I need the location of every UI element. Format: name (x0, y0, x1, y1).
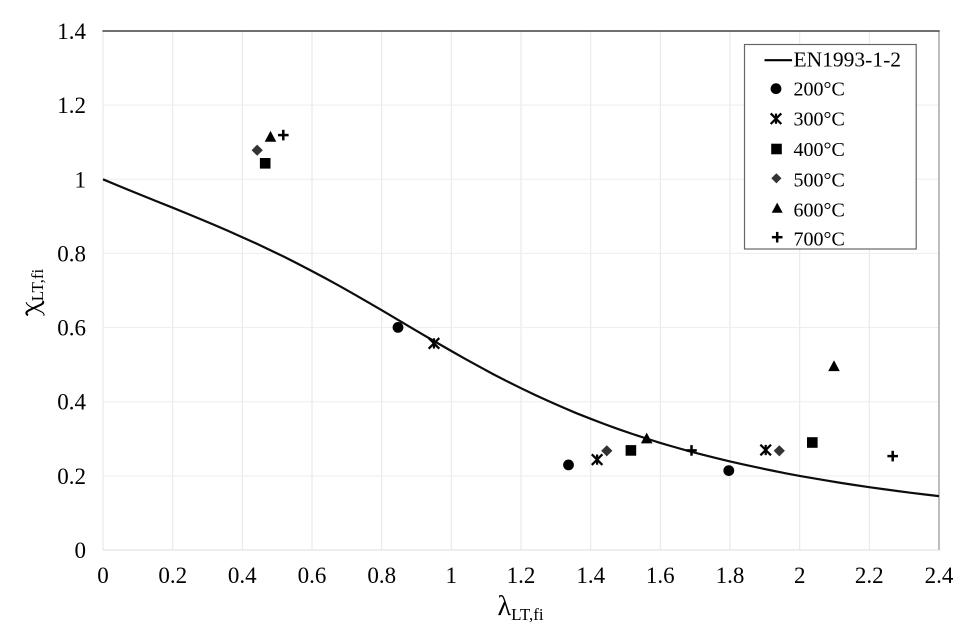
svg-text:300°C: 300°C (794, 109, 845, 131)
svg-text:600°C: 600°C (794, 200, 845, 222)
svg-text:1: 1 (446, 563, 458, 588)
svg-text:200°C: 200°C (794, 79, 845, 101)
svg-text:2.4: 2.4 (925, 563, 954, 588)
svg-text:1.4: 1.4 (576, 563, 605, 588)
svg-text:0.2: 0.2 (57, 464, 86, 489)
svg-text:0.2: 0.2 (158, 563, 187, 588)
svg-text:0.8: 0.8 (367, 563, 396, 588)
svg-text:700°C: 700°C (794, 228, 845, 250)
svg-text:0: 0 (97, 563, 109, 588)
svg-text:400°C: 400°C (794, 139, 845, 161)
svg-text:1.2: 1.2 (57, 93, 86, 118)
svg-text:1.4: 1.4 (57, 19, 86, 44)
svg-text:2.2: 2.2 (855, 563, 884, 588)
svg-text:0.6: 0.6 (298, 563, 327, 588)
svg-text:1.2: 1.2 (507, 563, 536, 588)
svg-text:2: 2 (794, 563, 806, 588)
svg-text:0: 0 (75, 538, 87, 563)
svg-text:EN1993-1-2: EN1993-1-2 (794, 47, 901, 71)
svg-text:0.6: 0.6 (57, 316, 86, 341)
svg-text:1: 1 (75, 167, 87, 192)
svg-text:0.4: 0.4 (57, 390, 86, 415)
svg-text:500°C: 500°C (794, 169, 845, 191)
svg-text:1.6: 1.6 (646, 563, 675, 588)
svg-text:LT,fi: LT,fi (28, 268, 47, 301)
svg-text:1.8: 1.8 (716, 563, 745, 588)
svg-text:0.4: 0.4 (228, 563, 257, 588)
svg-text:λLT,fi: λLT,fi (498, 591, 544, 624)
svg-text:0.8: 0.8 (57, 241, 86, 266)
